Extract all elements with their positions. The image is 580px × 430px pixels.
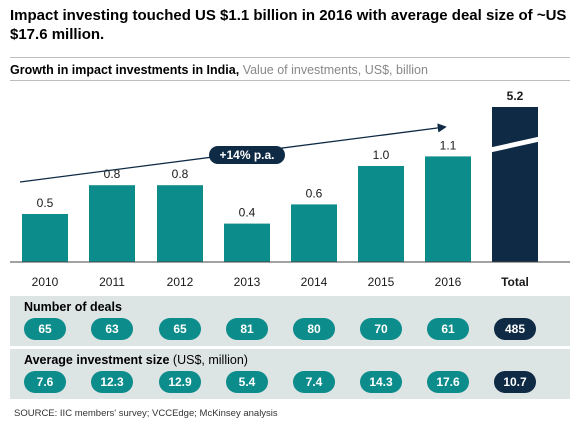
bar-value-label-2013: 0.4 xyxy=(239,206,256,220)
x-tick-label-2015: 2015 xyxy=(368,275,395,289)
deals-pill-2013: 81 xyxy=(226,318,268,340)
deals-pill-2012: 65 xyxy=(159,318,201,340)
x-tick-label-Total: Total xyxy=(501,275,529,289)
axis-break-mark xyxy=(488,136,542,153)
avg-size-pill-2011: 12.3 xyxy=(91,371,133,393)
bar-total xyxy=(492,107,538,262)
deals-pill-2011: 63 xyxy=(91,318,133,340)
title-divider xyxy=(10,57,570,58)
avg-size-pill-2014: 7.4 xyxy=(293,371,335,393)
x-tick-label-2011: 2011 xyxy=(99,275,125,289)
avg-size-pill-2013: 5.4 xyxy=(226,371,268,393)
growth-badge xyxy=(209,146,285,164)
bar-2014 xyxy=(291,204,337,262)
avg-size-pill-2016: 17.6 xyxy=(427,371,469,393)
x-tick-label-2012: 2012 xyxy=(167,275,194,289)
subtitle-unit: Value of investments, US$, billion xyxy=(242,63,428,77)
deals-label: Number of deals xyxy=(24,300,122,314)
avg-size-label-main: Average investment size xyxy=(24,353,170,367)
chart-subtitle: Growth in impact investments in India, V… xyxy=(10,63,428,77)
bar-2013 xyxy=(224,223,270,262)
bar-chart: 0.520100.820110.820120.420130.620141.020… xyxy=(10,89,570,289)
bar-value-label-2010: 0.5 xyxy=(37,196,54,210)
avg-size-label: Average investment size (US$, million) xyxy=(24,353,248,367)
bar-2010 xyxy=(22,214,68,262)
deals-pill-2014: 80 xyxy=(293,318,335,340)
growth-badge-label: +14% p.a. xyxy=(219,148,274,162)
x-tick-label-2014: 2014 xyxy=(301,275,328,289)
subtitle-divider xyxy=(10,80,570,81)
deals-pill-2010: 65 xyxy=(24,318,66,340)
bar-2012 xyxy=(157,185,203,262)
x-tick-label-2016: 2016 xyxy=(435,275,462,289)
subtitle-main: Growth in impact investments in India, xyxy=(10,63,240,77)
x-tick-label-2010: 2010 xyxy=(32,275,59,289)
bar-value-label-2016: 1.1 xyxy=(440,138,457,152)
bar-2015 xyxy=(358,166,404,262)
avg-size-pill-2015: 14.3 xyxy=(360,371,402,393)
avg-size-label-unit: (US$, million) xyxy=(172,353,248,367)
avg-size-pill-2010: 7.6 xyxy=(24,371,66,393)
deals-pill-2016: 61 xyxy=(427,318,469,340)
x-tick-label-2013: 2013 xyxy=(234,275,261,289)
source-note: SOURCE: IIC members' survey; VCCEdge; Mc… xyxy=(14,408,278,419)
chart-title: Impact investing touched US $1.1 billion… xyxy=(10,7,567,43)
bar-value-label-2014: 0.6 xyxy=(306,186,323,200)
avg-size-pill-2012: 12.9 xyxy=(159,371,201,393)
deals-pill-2015: 70 xyxy=(360,318,402,340)
bar-value-label-2015: 1.0 xyxy=(373,148,390,162)
bar-2011 xyxy=(89,185,135,262)
bar-2016 xyxy=(425,156,471,262)
avg-size-pill-Total: 10.7 xyxy=(494,371,536,393)
bar-value-label-2012: 0.8 xyxy=(172,167,189,181)
bar-value-label-Total: 5.2 xyxy=(507,89,524,103)
deals-pill-Total: 485 xyxy=(494,318,536,340)
